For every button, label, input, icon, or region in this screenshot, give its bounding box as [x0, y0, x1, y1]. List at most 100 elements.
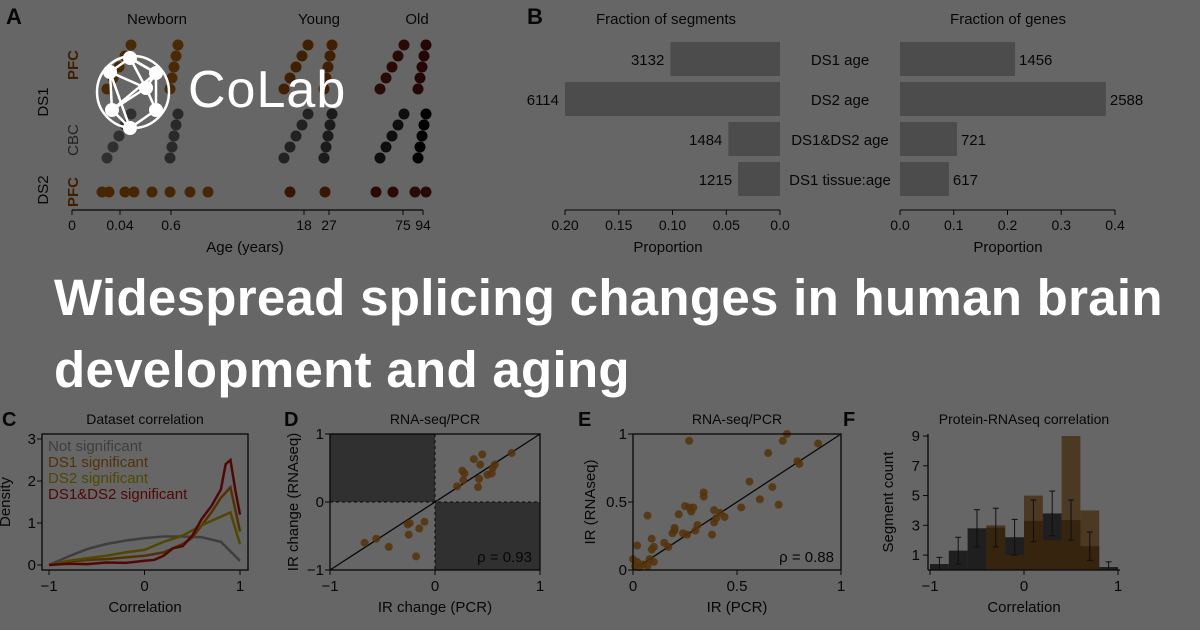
a-xlabel: Age (years) — [206, 239, 284, 256]
ytick-label: 1 — [28, 515, 36, 532]
y-axis-label: IR change (RNAseq) — [285, 433, 302, 571]
b-xtick-label: 0.0 — [770, 217, 790, 233]
sample-dot — [418, 119, 430, 131]
xtick-label: 1 — [1114, 578, 1122, 595]
data-point — [404, 530, 413, 539]
sample-dot — [420, 108, 432, 120]
panel-c: Dataset correlation−1 0 10123CorrelationDe… — [0, 411, 249, 616]
sample-dot — [128, 186, 140, 198]
genes-count: 617 — [953, 172, 978, 189]
genes-count: 721 — [961, 132, 986, 149]
y-axis-label: IR (RNAseq) — [582, 459, 599, 544]
a-xtick-label: 27 — [321, 217, 337, 233]
data-point — [683, 530, 692, 539]
sample-dot — [296, 50, 308, 62]
data-point — [384, 542, 393, 551]
data-point — [699, 492, 708, 501]
data-point — [708, 530, 717, 539]
data-point — [649, 557, 658, 566]
sample-dot — [386, 130, 398, 142]
plot-title: Dataset correlation — [86, 411, 204, 427]
sample-dot — [322, 61, 334, 73]
sample-dot — [412, 83, 424, 95]
observed-bar — [1042, 540, 1062, 570]
sample-dot — [170, 50, 182, 62]
panel-label-d: D — [284, 409, 298, 431]
panel-label-c: C — [2, 409, 16, 431]
panel-d: RNA-seq/PCR −1 0 1 −1 0 1 IR change (PCR) IR cha… — [285, 411, 544, 616]
data-point — [687, 507, 696, 516]
y-axis-label: Segment count — [880, 451, 897, 553]
xtick-label: −1 — [321, 578, 338, 595]
plot-title: RNA-seq/PCR — [692, 411, 782, 427]
sample-dot — [164, 186, 176, 198]
x-axis-label: IR (PCR) — [707, 599, 768, 616]
a-xtick-label: 18 — [296, 217, 312, 233]
legend-entry: DS2 significant — [48, 470, 149, 487]
xtick-label: 0 — [1020, 578, 1028, 595]
row-ds2: DS2 — [35, 175, 52, 204]
data-point — [474, 483, 483, 492]
data-point — [670, 523, 679, 532]
b-xtick-label: 0.0 — [890, 217, 910, 233]
xtick-label: 1 — [837, 578, 845, 595]
data-point — [710, 506, 719, 515]
ytick-label: 0.5 — [606, 494, 627, 511]
data-point — [720, 512, 729, 521]
sample-dot — [416, 61, 428, 73]
legend-entry: DS1 significant — [48, 454, 149, 471]
network-logo-icon — [95, 51, 171, 135]
page-title: Widespread splicing changes in human bra… — [54, 269, 1163, 398]
group-young: Young — [298, 11, 340, 28]
data-point — [768, 483, 777, 492]
sample-dot — [278, 152, 290, 164]
sample-dot — [398, 39, 410, 51]
row-pfc-ds2: PFC — [65, 177, 82, 207]
sample-dot — [166, 72, 178, 84]
ytick-label: 9 — [912, 428, 920, 445]
sample-dot — [374, 83, 386, 95]
data-point — [710, 518, 719, 527]
sample-dot — [318, 152, 330, 164]
segments-bar — [728, 122, 780, 156]
legend-entry: Not significant — [48, 438, 143, 455]
brand-name: CoLab — [188, 61, 347, 119]
b-xtick-label: 0.3 — [1052, 217, 1072, 233]
panel-label-f: F — [843, 409, 855, 431]
ytick-label: 5 — [912, 488, 920, 505]
b-xtick-label: 0.2 — [998, 217, 1018, 233]
sample-dot — [418, 50, 430, 62]
data-point — [814, 439, 823, 448]
sample-dot — [290, 61, 302, 73]
segments-count: 6114 — [527, 92, 559, 109]
data-point — [475, 474, 484, 483]
a-xtick-label: 0.04 — [106, 217, 133, 233]
data-point — [778, 436, 787, 445]
segments-bar — [670, 42, 780, 76]
sample-dot — [416, 130, 428, 142]
b-xtick-label: 0.10 — [659, 217, 686, 233]
sample-dot — [278, 83, 290, 95]
data-point — [420, 517, 429, 526]
a-xtick-label: 0.6 — [161, 217, 181, 233]
data-point — [764, 449, 773, 458]
sample-dot — [387, 186, 399, 198]
data-point — [795, 459, 804, 468]
sample-dot — [324, 50, 336, 62]
data-point — [693, 521, 702, 530]
ytick-label: 0 — [316, 494, 324, 511]
xtick-label: 0 — [629, 578, 637, 595]
data-point — [685, 436, 694, 445]
xtick-label: −1 — [40, 578, 57, 595]
data-point — [412, 552, 421, 561]
xtick-label: 1 — [236, 578, 244, 595]
a-xtick-label: 75 — [395, 217, 411, 233]
sample-dot — [380, 72, 392, 84]
panel-label-a: A — [6, 4, 22, 29]
plot-title: RNA-seq/PCR — [390, 411, 480, 427]
segments-bar — [565, 82, 780, 116]
sample-dot — [113, 130, 125, 142]
colab-logo[interactable]: CoLab — [90, 44, 346, 136]
sample-dot — [324, 119, 336, 131]
genes-count: 2588 — [1110, 92, 1143, 109]
